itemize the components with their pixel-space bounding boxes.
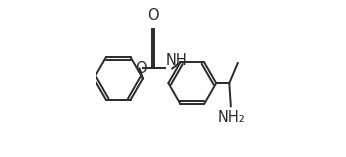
Text: NH₂: NH₂ bbox=[218, 110, 245, 125]
Text: NH: NH bbox=[166, 53, 188, 68]
Text: O: O bbox=[148, 8, 159, 23]
Text: O: O bbox=[136, 61, 147, 76]
